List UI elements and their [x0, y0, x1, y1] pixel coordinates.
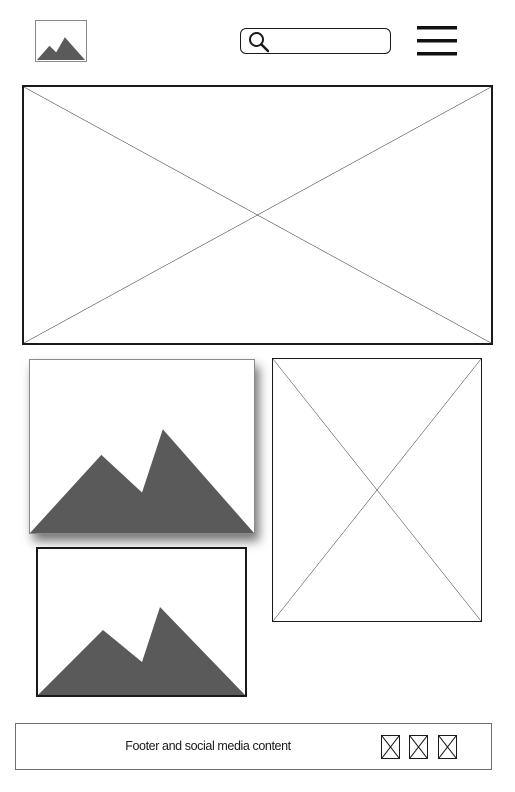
logo-image[interactable] [35, 20, 87, 62]
image-placeholder-icon [30, 429, 254, 533]
menu-button[interactable] [417, 24, 457, 58]
x-placeholder-icon [273, 359, 481, 621]
hero-placeholder [22, 85, 493, 345]
side-placeholder [272, 358, 482, 622]
x-placeholder-icon [382, 736, 399, 758]
image-card-1[interactable] [29, 359, 255, 534]
social-icon-2[interactable] [409, 735, 428, 759]
x-placeholder-icon [410, 736, 427, 758]
footer-text: Footer and social media content [125, 739, 291, 753]
image-placeholder-icon [36, 37, 86, 61]
search-input[interactable] [273, 32, 383, 50]
x-placeholder-icon [24, 87, 491, 343]
search-bar[interactable] [240, 28, 391, 54]
image-placeholder-icon [38, 607, 245, 695]
x-placeholder-icon [439, 736, 456, 758]
hamburger-menu-icon [417, 26, 457, 56]
social-icon-3[interactable] [438, 735, 457, 759]
social-icon-1[interactable] [381, 735, 400, 759]
magnifier-icon [247, 30, 271, 54]
footer: Footer and social media content [15, 723, 492, 770]
image-card-2[interactable] [36, 547, 247, 697]
